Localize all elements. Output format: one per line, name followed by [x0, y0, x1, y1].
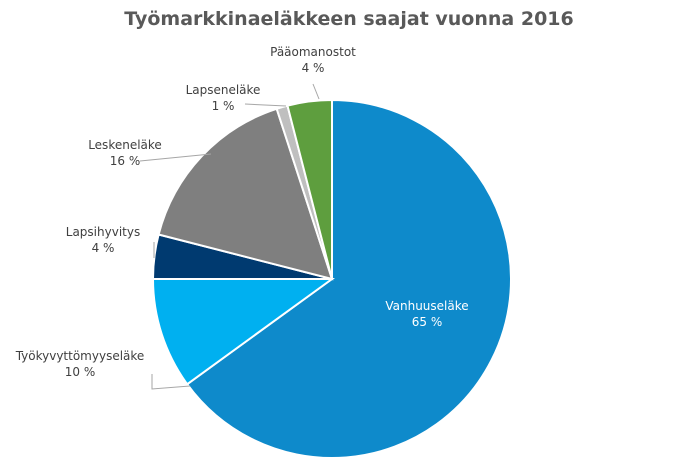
slice-label: Lapsihyvitys [66, 225, 140, 239]
slice-value-label: 4 % [92, 241, 115, 255]
slice-value-label: 1 % [212, 99, 235, 113]
leader-line [139, 153, 212, 162]
slice-label: Lapseneläke [186, 83, 261, 97]
slice-label: Työkyvyttömyyseläke [15, 349, 145, 363]
leader-line [244, 103, 287, 107]
slice-label: Pääomanostot [270, 45, 356, 59]
slice-value-label: 65 % [412, 315, 443, 329]
pie-slice-pääomanostot [286, 98, 333, 280]
leader-line [312, 83, 320, 100]
slice-value-label: 16 % [110, 154, 141, 168]
pie-slice-vanhuuseläke [185, 98, 512, 459]
slice-value-label: 10 % [65, 365, 96, 379]
slice-label: Leskeneläke [88, 138, 162, 152]
chart-title: Työmarkkinaeläkkeen saajat vuonna 2016 [124, 8, 574, 30]
slice-value-label: 4 % [302, 61, 325, 75]
pie-slice-leskeneläke [157, 107, 334, 281]
pie-slice-työkyvyttömyyseläke [151, 278, 336, 386]
slice-label: Vanhuuseläke [385, 299, 468, 313]
leader-line [151, 374, 191, 390]
